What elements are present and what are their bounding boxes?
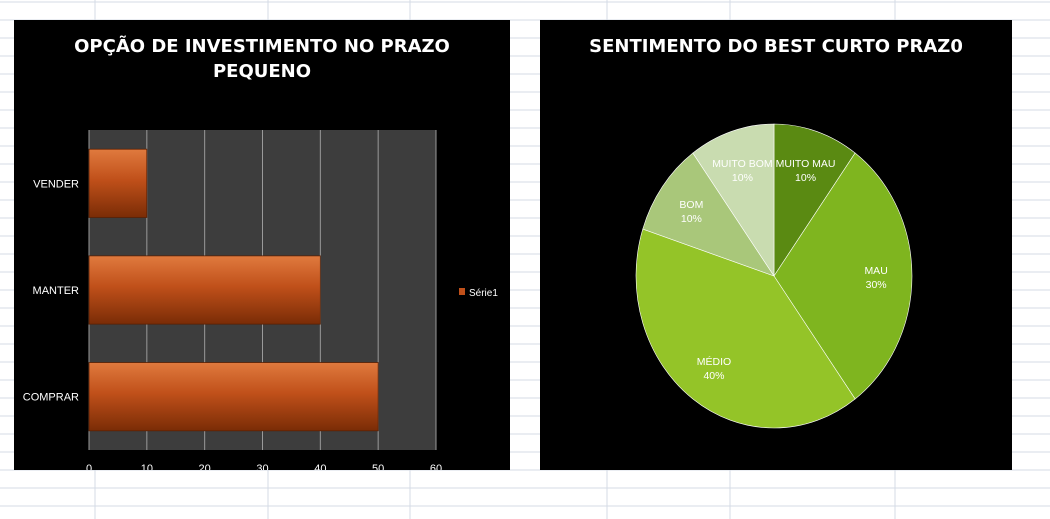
slice-label: BOM — [679, 199, 703, 211]
slice-label: MAU — [864, 265, 887, 277]
category-label: MANTER — [33, 285, 80, 297]
x-tick-label: 0 — [86, 463, 92, 470]
bar-chart-panel[interactable]: OPÇÃO DE INVESTIMENTO NO PRAZO PEQUENO 0… — [14, 20, 510, 470]
slice-label: MUITO MAU — [776, 158, 836, 170]
x-tick-label: 60 — [430, 463, 442, 470]
slice-percent: 30% — [866, 279, 887, 291]
bar[interactable] — [88, 255, 321, 325]
pie-slice[interactable] — [773, 123, 856, 277]
pie-chart-panel[interactable]: SENTIMENTO DO BEST CURTO PRAZ0 MUITO MAU… — [540, 20, 1012, 470]
x-tick-label: 40 — [314, 463, 326, 470]
pie-slice[interactable] — [642, 152, 775, 277]
category-label: VENDER — [33, 178, 79, 190]
pie-chart-canvas: MUITO MAU 10% MAU 30% MÉDIO 40% BOM 10% MUITO BO… — [635, 123, 913, 429]
pie-slice[interactable] — [635, 228, 856, 429]
category-label: COMPRAR — [23, 392, 79, 404]
bar[interactable] — [88, 148, 148, 218]
legend-swatch — [459, 288, 465, 295]
x-tick-label: 10 — [141, 463, 153, 470]
slice-percent: 40% — [703, 370, 724, 382]
pie-chart-title: SENTIMENTO DO BEST CURTO PRAZ0 — [589, 36, 963, 57]
pie-slice[interactable] — [692, 123, 775, 277]
x-tick-label: 50 — [372, 463, 384, 470]
slice-percent: 10% — [795, 172, 816, 184]
x-tick-label: 20 — [199, 463, 211, 470]
x-tick-label: 30 — [256, 463, 268, 470]
slice-label: MÉDIO — [697, 355, 731, 368]
bar-chart-title: OPÇÃO DE INVESTIMENTO NO PRAZO PEQUENO — [74, 36, 450, 82]
legend: Série1 — [459, 288, 498, 299]
bar[interactable] — [88, 362, 379, 432]
pie-slice[interactable] — [773, 152, 913, 400]
legend-label: Série1 — [469, 288, 498, 299]
slice-percent: 10% — [732, 172, 753, 184]
slice-label: MUITO BOM — [712, 158, 772, 170]
bar-chart-canvas: 0 10 20 30 40 50 60 VENDER MANTER COMPRAR Série1 — [23, 130, 498, 470]
slice-percent: 10% — [681, 213, 702, 225]
